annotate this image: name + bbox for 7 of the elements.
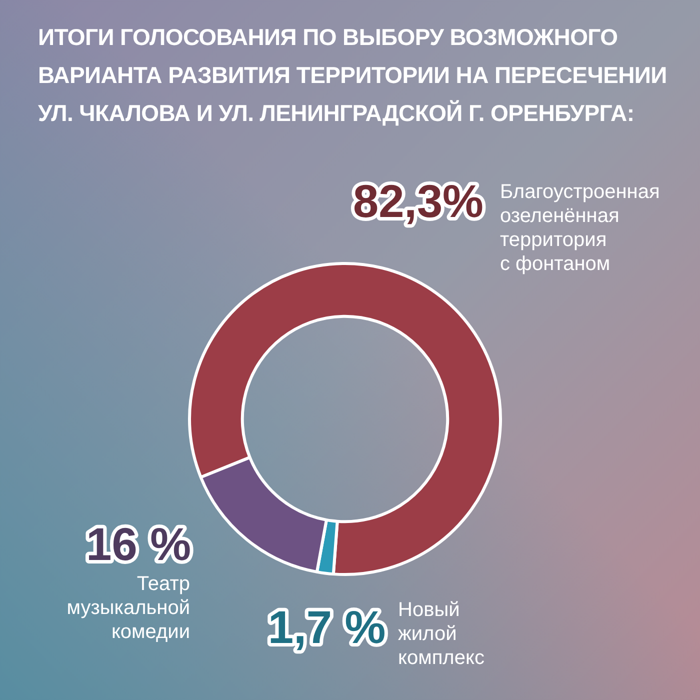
data-label: 16 %: [86, 518, 191, 570]
slice-label: Новый жилой комплекс: [398, 599, 484, 669]
chart-title: ИТОГИ ГОЛОСОВАНИЯ ПО ВЫБОРУ ВОЗМОЖНОГО ВАРИАНТА РАЗВИТИЯ ТЕРРИТОРИИ НА ПЕРЕСЕЧЕНИИ УЛ. ЧКАЛОВА И УЛ. ЛЕНИНГРАДСКОЙ Г. ОРЕНБУРГА:: [38, 23, 668, 128]
slice-label: Благоустроенная озеленённая территория с фонтаном: [500, 181, 660, 275]
data-label: 82,3%: [353, 175, 484, 227]
data-label: 1,7 %: [268, 601, 386, 653]
slice-label: Театр музыкальной комедии: [66, 573, 190, 643]
